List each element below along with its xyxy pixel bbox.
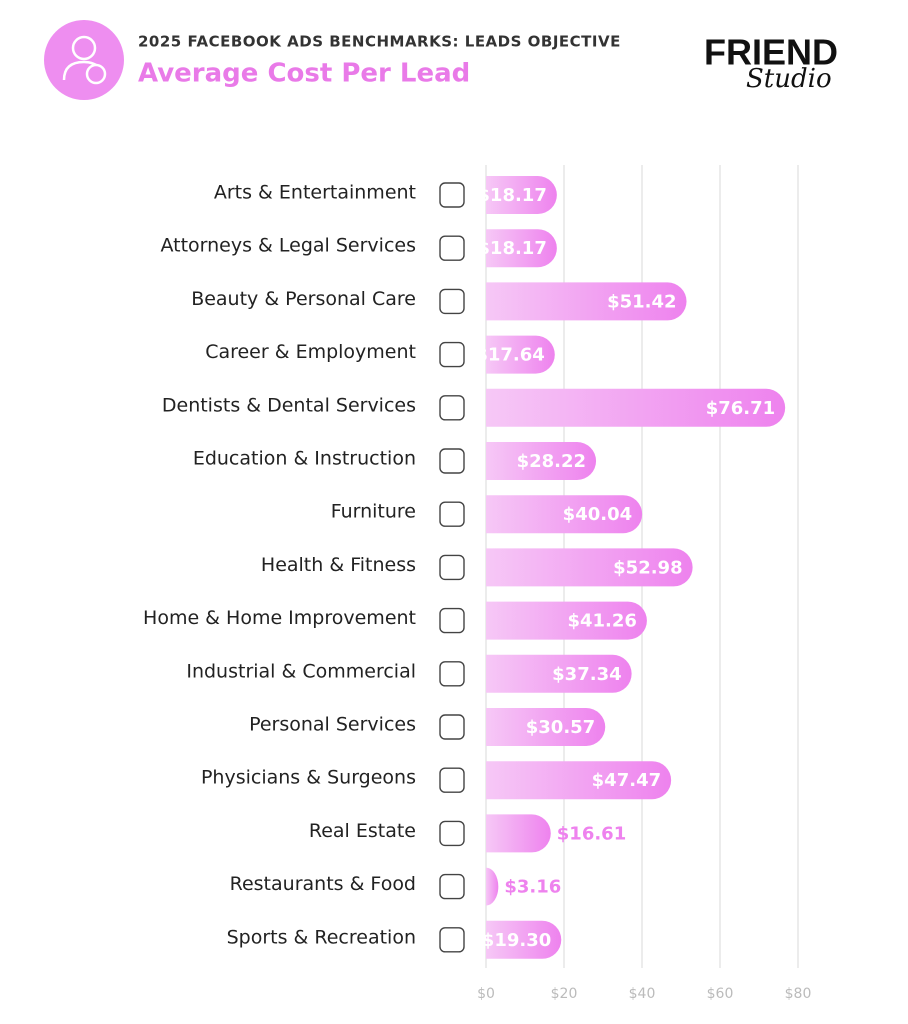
bar [486, 814, 551, 853]
category-icon [439, 873, 465, 900]
x-tick-label: $40 [629, 986, 656, 1002]
category-icon [439, 448, 465, 474]
category-label: Sports & Recreation [227, 926, 416, 948]
category-label: Health & Fitness [261, 554, 416, 576]
bar [486, 282, 687, 321]
category-icon [439, 554, 465, 581]
category-icon [439, 395, 465, 421]
bar [486, 495, 643, 534]
value-label: $40.04 [563, 504, 632, 525]
bar [486, 442, 597, 480]
value-label: $3.16 [504, 877, 561, 898]
category-label: Industrial & Commercial [186, 660, 416, 682]
logo-main: FRIEND [704, 32, 838, 73]
category-label: Beauty & Personal Care [191, 288, 416, 310]
category-icon [439, 607, 465, 634]
category-label: Personal Services [249, 714, 416, 736]
bar [486, 708, 606, 746]
category-icon [439, 927, 465, 953]
bar [486, 388, 786, 427]
bar [486, 761, 672, 800]
value-label: $52.98 [613, 557, 682, 578]
category-label: Arts & Entertainment [214, 182, 416, 204]
chart-title: 2025 FACEBOOK ADS BENCHMARKS: LEADS OBJE… [138, 33, 621, 51]
value-label: $18.17 [477, 238, 546, 259]
category-label: Restaurants & Food [230, 873, 416, 895]
bar [486, 548, 693, 587]
category-icon [439, 767, 465, 793]
bar [486, 601, 647, 640]
category-label: Physicians & Surgeons [201, 767, 416, 789]
category-label: Real Estate [309, 820, 416, 842]
category-icon [439, 501, 465, 527]
category-icon [439, 820, 465, 847]
value-label: $47.47 [592, 770, 661, 791]
header-icon-head [71, 35, 97, 61]
bar [486, 654, 632, 693]
x-tick-label: $60 [707, 986, 734, 1002]
category-label: Dentists & Dental Services [162, 394, 416, 416]
x-tick-label: $20 [551, 986, 578, 1002]
category-label: Career & Employment [205, 341, 416, 363]
value-label: $19.30 [482, 930, 551, 951]
value-label: $30.57 [526, 717, 595, 738]
value-label: $16.61 [557, 823, 626, 844]
value-label: $17.64 [475, 345, 544, 366]
category-label: Education & Instruction [193, 448, 416, 470]
bar [486, 335, 555, 374]
value-label: $76.71 [706, 398, 775, 419]
value-label: $41.26 [567, 611, 636, 632]
category-icon [439, 714, 465, 740]
value-label: $51.42 [607, 291, 676, 312]
x-tick-label: $80 [785, 986, 812, 1002]
bar [486, 920, 562, 959]
value-label: $18.17 [477, 185, 546, 206]
bar [486, 176, 557, 214]
category-icon [439, 235, 465, 261]
category-icon [439, 182, 465, 208]
chart-subtitle: Average Cost Per Lead [138, 59, 470, 89]
x-tick-label: $0 [477, 986, 495, 1002]
category-icon [439, 288, 465, 315]
category-label: Home & Home Improvement [143, 607, 416, 629]
value-label: $37.34 [552, 664, 621, 685]
header-icon-coin [85, 63, 107, 85]
logo-script: Studio [746, 64, 832, 94]
value-label: $28.22 [517, 451, 586, 472]
category-label: Attorneys & Legal Services [160, 235, 416, 257]
category-icon [439, 661, 465, 687]
bar [486, 229, 557, 268]
category-label: Furniture [331, 501, 416, 523]
bar [486, 867, 499, 906]
category-icon [439, 341, 465, 368]
